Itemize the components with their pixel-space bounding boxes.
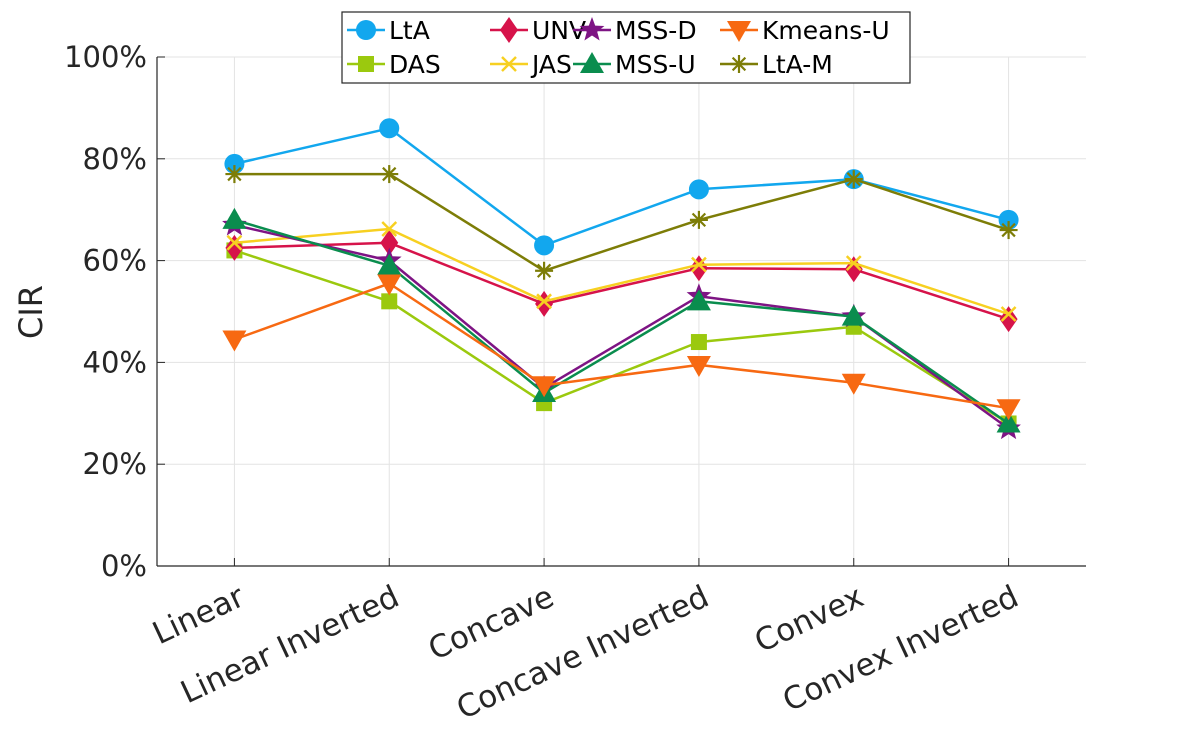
legend-label: LtA — [389, 16, 430, 45]
legend-item-lta: LtA — [347, 16, 430, 45]
legend-item-jas: JAS — [490, 50, 572, 79]
series-kmeans-u — [222, 274, 1021, 421]
data-point-jas — [226, 234, 243, 251]
y-tick-label: 60% — [83, 244, 147, 278]
legend-label: DAS — [389, 50, 441, 79]
data-point-lta-m — [380, 165, 399, 184]
data-point-das — [690, 334, 707, 351]
series — [222, 118, 1021, 440]
y-axis-label: CIR — [12, 285, 50, 339]
data-point-jas — [1000, 306, 1017, 322]
data-point-kmeans-u — [222, 330, 247, 352]
series-lta-m — [225, 165, 1018, 280]
x-stroke — [226, 234, 243, 251]
data-point-mss-u — [686, 289, 711, 311]
legend-marker-kmeans-u — [727, 21, 751, 42]
data-point-jas — [381, 221, 398, 237]
legend-label: JAS — [530, 50, 572, 79]
series-line-lta — [234, 127, 1009, 247]
series-jas — [226, 221, 1017, 322]
legend-label: MSS-U — [615, 50, 696, 79]
legend-marker-mss-d — [579, 17, 605, 41]
data-point-lta-m — [225, 165, 244, 184]
legend-label: MSS-D — [615, 16, 697, 45]
x-tick-label: Concave Inverted — [451, 579, 714, 727]
legend-box — [341, 11, 911, 84]
data-point-mss-u — [222, 207, 247, 229]
x-stroke — [691, 256, 707, 273]
legend-item-mss-d: MSS-D — [573, 16, 697, 45]
data-point-unv — [689, 255, 708, 282]
x-stroke — [501, 56, 517, 72]
data-point-mss-u — [996, 411, 1021, 433]
data-point-unv — [380, 229, 399, 256]
data-point-jas — [536, 293, 552, 310]
legend-marker-lta — [356, 20, 376, 40]
series-line-lta-m — [234, 172, 1009, 273]
data-point-kmeans-u — [532, 376, 557, 398]
data-point-lta-m — [999, 221, 1018, 240]
x-stroke — [536, 293, 552, 310]
data-point-lta-m — [535, 261, 554, 280]
data-point-lta-m — [844, 170, 863, 189]
asterisk-stroke — [536, 263, 552, 278]
asterisk-stroke — [846, 172, 861, 187]
series-line-kmeans-u — [233, 282, 1009, 410]
y-tick-label: 80% — [83, 142, 147, 176]
legend-item-lta-m: LtA-M — [720, 50, 833, 79]
asterisk-stroke — [731, 56, 747, 72]
series-line-unv — [234, 241, 1009, 321]
data-point-kmeans-u — [841, 373, 866, 395]
data-point-jas — [845, 255, 862, 272]
data-point-lta — [534, 235, 555, 256]
data-point-jas — [691, 256, 707, 273]
series-lta — [224, 118, 1019, 256]
x-stroke — [845, 255, 862, 272]
asterisk-stroke — [691, 212, 707, 228]
y-tick-label: 20% — [83, 447, 147, 481]
x-tick-label: Linear — [147, 579, 250, 652]
y-tick-label: 0% — [101, 549, 147, 583]
legend-label: LtA-M — [762, 50, 833, 79]
asterisk-stroke — [382, 166, 397, 182]
series-line-jas — [234, 227, 1009, 316]
series-das — [226, 242, 1017, 432]
data-point-lta — [379, 118, 400, 139]
data-point-kmeans-u — [996, 399, 1021, 421]
legend-marker-mss-u — [580, 52, 604, 73]
data-point-das — [381, 293, 398, 310]
x-stroke — [1000, 306, 1017, 322]
grid — [157, 56, 1086, 567]
series-mss-u — [222, 207, 1021, 433]
data-point-kmeans-u — [377, 274, 402, 296]
legend-marker-unv — [500, 17, 518, 43]
y-tick-labels: 0% 20% 40% 60% 80% 100% — [64, 40, 147, 583]
data-point-mss-u — [377, 253, 402, 275]
legend-marker-das — [358, 56, 374, 72]
y-tick-label: 40% — [83, 345, 147, 379]
legend-item-das: DAS — [347, 50, 441, 79]
y-tick-label: 100% — [64, 40, 147, 74]
data-point-mss-u — [841, 304, 866, 326]
x-tick-label: Convex — [749, 579, 869, 660]
legend-marker-jas — [501, 56, 517, 72]
data-point-kmeans-u — [686, 355, 711, 377]
axes — [156, 56, 1086, 567]
legend-item-kmeans-u: Kmeans-U — [720, 16, 890, 45]
legend-item-mss-u: MSS-U — [573, 50, 696, 79]
legend-label: Kmeans-U — [762, 16, 890, 45]
legend-marker-lta-m — [730, 55, 748, 73]
data-point-lta — [688, 179, 709, 200]
x-stroke — [381, 221, 398, 237]
asterisk-stroke — [1001, 222, 1016, 238]
series-line-mss-u — [234, 218, 1010, 425]
data-point-lta-m — [689, 210, 708, 229]
asterisk-stroke — [227, 166, 242, 182]
